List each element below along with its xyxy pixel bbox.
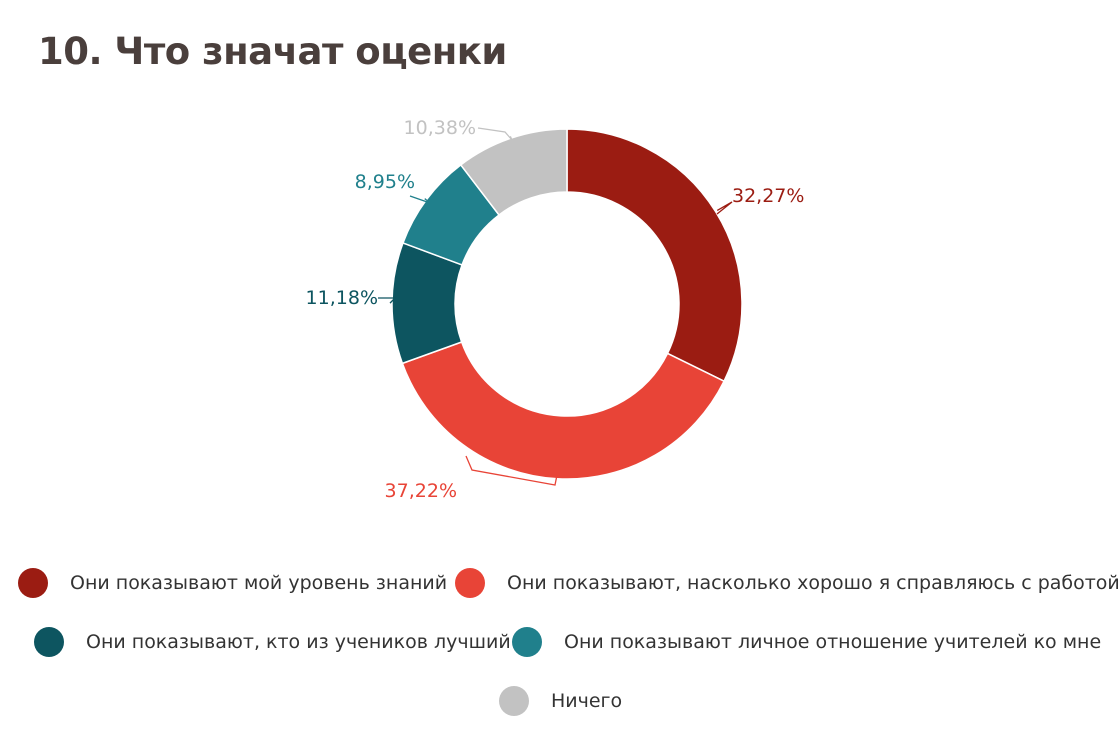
slice-data-label: 10,38% — [404, 117, 476, 139]
label-leader-line — [716, 201, 733, 215]
legend-label: Они показывают мой уровень знаний — [70, 572, 448, 594]
slice-data-label: 32,27% — [732, 185, 804, 207]
label-leader-line — [465, 455, 558, 486]
slice-data-label: 11,18% — [306, 287, 378, 309]
legend-label: Ничего — [551, 690, 623, 712]
donut-slice — [566, 128, 743, 383]
legend-dot — [455, 568, 485, 598]
legend-label: Они показывают, кто из учеников лучший — [86, 631, 511, 653]
legend-dot — [18, 568, 48, 598]
legend-item-best-student: Они показывают, кто из учеников лучший — [34, 627, 511, 657]
legend-item-teacher-attitude: Они показывают личное отношение учителей… — [512, 627, 1101, 657]
donut-slice — [459, 128, 568, 217]
donut-slice — [401, 341, 726, 480]
slice-data-label: 8,95% — [355, 171, 415, 193]
legend-item-work: Они показывают, насколько хорошо я справ… — [455, 568, 1119, 598]
legend-dot — [499, 686, 529, 716]
slice-data-label: 37,22% — [385, 480, 457, 502]
legend-label: Они показывают личное отношение учителей… — [564, 631, 1102, 653]
label-leader-line — [477, 127, 513, 141]
legend-dot — [34, 627, 64, 657]
legend-item-knowledge: Они показывают мой уровень знаний — [18, 568, 447, 598]
legend-label: Они показывают, насколько хорошо я справ… — [507, 572, 1119, 594]
label-leader-line — [409, 195, 431, 204]
legend-item-nothing: Ничего — [499, 686, 622, 716]
label-leader-line — [378, 297, 397, 304]
chart-title: 10. Что значат оценки — [38, 30, 507, 73]
legend-dot — [512, 627, 542, 657]
donut-chart: 32,27% 37,22% 11,18% 8,95% 10,38% — [306, 117, 805, 502]
